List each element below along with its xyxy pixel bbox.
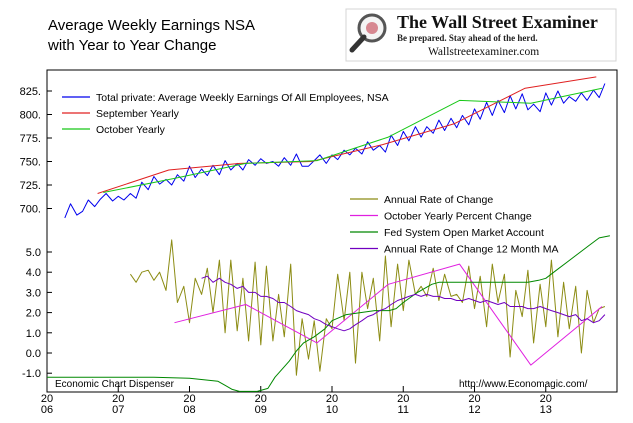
logo-tagline: Be prepared. Stay ahead of the herd.	[397, 33, 538, 43]
x-tick-label-top: 20	[397, 393, 409, 405]
chart-title-line-1: Average Weekly Earnings NSA	[48, 17, 255, 34]
x-tick-label-bottom: 07	[112, 404, 124, 416]
x-tick-label-bottom: 12	[468, 404, 480, 416]
chart-title-line-2: with Year to Year Change	[47, 37, 216, 54]
y-tick-label: 725.	[20, 180, 41, 192]
y-tick-label: 1.0	[26, 328, 41, 340]
legend-label: October Yearly Percent Change	[384, 211, 532, 223]
x-tick-label-bottom: 06	[41, 404, 53, 416]
x-tick-label-top: 20	[183, 393, 195, 405]
magnifier-icon	[349, 13, 387, 53]
x-tick-label-top: 20	[468, 393, 480, 405]
x-tick-label-bottom: 10	[326, 404, 338, 416]
y-axis-top: 825. 800. 775. 750. 725. 700.	[20, 86, 52, 216]
y-tick-label: 775.	[20, 133, 41, 145]
logo-url: Wallstreetexaminer.com	[428, 46, 539, 58]
legend-label: Fed System Open Market Account	[384, 227, 544, 239]
x-tick-label-top: 20	[540, 393, 552, 405]
y-tick-label: -1.0	[22, 368, 41, 380]
x-tick-label-top: 20	[255, 393, 267, 405]
wall-street-examiner-logo: The Wall Street Examiner Be prepared. St…	[345, 8, 617, 62]
x-tick-label-bottom: 11	[398, 404, 409, 416]
y-tick-label: 700.	[20, 204, 41, 216]
series-line-annual-rate-of-change	[129, 239, 606, 376]
logo-name: The Wall Street Examiner	[397, 12, 598, 32]
legend-top: Total private: Average Weekly Earnings O…	[62, 92, 389, 136]
y-tick-label: 3.0	[26, 287, 41, 299]
y-tick-label: 800.	[20, 110, 41, 122]
legend-label: Total private: Average Weekly Earnings O…	[96, 92, 389, 104]
footer-left-text: Economic Chart Dispenser	[55, 379, 175, 390]
x-tick-label-top: 20	[112, 393, 124, 405]
legend-label: October Yearly	[96, 124, 166, 136]
y-tick-label: 4.0	[26, 267, 41, 279]
y-tick-label: 0.0	[26, 348, 41, 360]
y-tick-label: 5.0	[26, 247, 41, 259]
legend-label: Annual Rate of Change	[384, 194, 493, 206]
x-tick-label-top: 20	[41, 393, 53, 405]
logo-box	[345, 8, 617, 62]
x-tick-label-top: 20	[326, 393, 338, 405]
series-line-fed-system-open-market-account	[47, 235, 610, 392]
legend-label: Annual Rate of Change 12 Month MA	[384, 244, 559, 256]
legend-label: September Yearly	[96, 108, 180, 120]
y-tick-label: 825.	[20, 86, 41, 98]
series-line-annual-rate-of-change-12-month-ma	[201, 275, 606, 332]
series-line-october-yearly-percent-change	[174, 263, 603, 366]
series-line-october-yearly	[103, 87, 603, 193]
y-tick-label: 750.	[20, 157, 41, 169]
x-tick-label-bottom: 13	[540, 404, 552, 416]
legend-bottom: Annual Rate of Change October Yearly Perc…	[350, 194, 559, 256]
footer-right-text: http://www.Economagic.com/	[459, 379, 588, 390]
series-line-total-private-average-weekly-earnings-of-all-employees-nsa	[64, 83, 606, 219]
x-tick-label-bottom: 08	[183, 404, 195, 416]
y-tick-label: 2.0	[26, 308, 41, 320]
y-axis-bottom: 5.0 4.0 3.0 2.0 1.0 0.0 -1.0	[22, 247, 52, 380]
x-tick-label-bottom: 09	[255, 404, 267, 416]
series-layer	[47, 76, 610, 392]
series-line-september-yearly	[97, 76, 597, 194]
